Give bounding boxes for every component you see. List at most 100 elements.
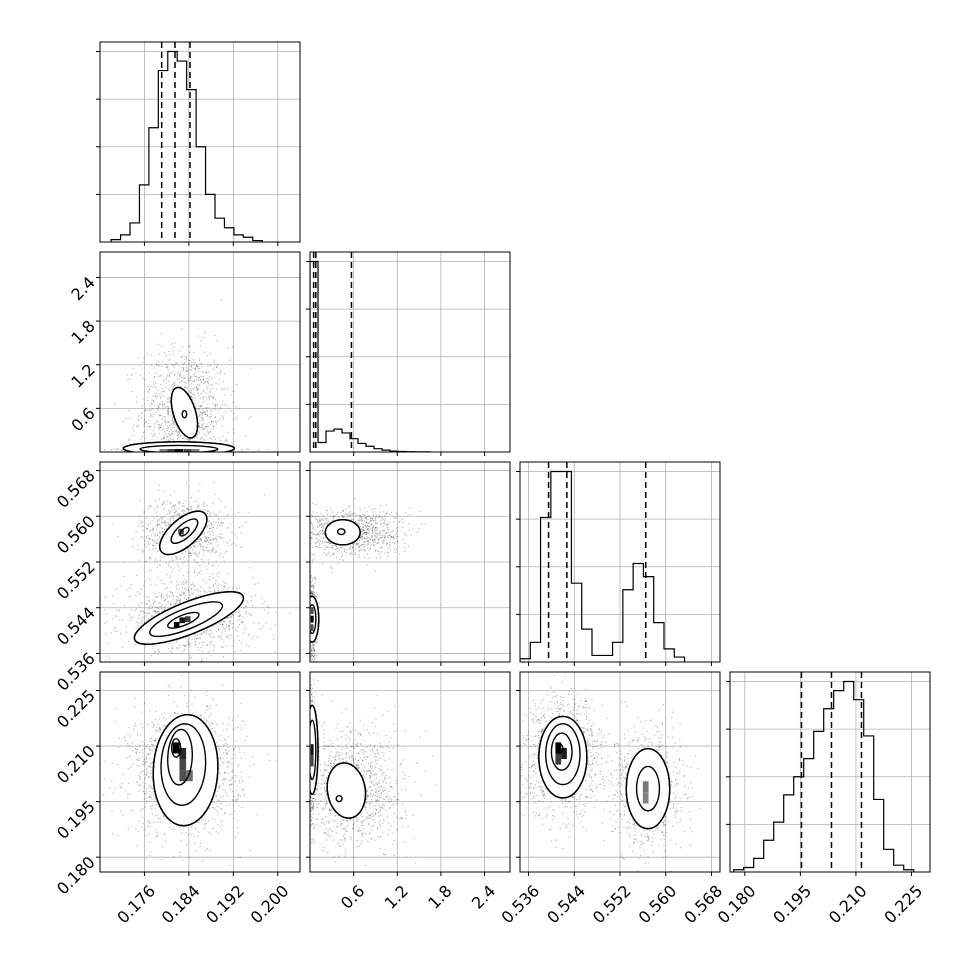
scatter-point: [173, 422, 175, 424]
scatter-point: [158, 607, 160, 610]
scatter-point: [177, 712, 179, 715]
scatter-point: [230, 779, 232, 781]
scatter-point: [178, 430, 181, 433]
scatter-point: [197, 385, 200, 387]
scatter-point: [187, 589, 190, 591]
scatter-point: [149, 483, 150, 484]
scatter-point: [202, 546, 204, 549]
scatter-point: [201, 414, 203, 417]
scatter-point: [143, 798, 146, 800]
scatter-point: [219, 370, 222, 373]
scatter-point: [197, 590, 200, 592]
scatter-point: [179, 373, 181, 376]
scatter-point: [231, 813, 233, 815]
scatter-point: [198, 426, 200, 428]
scatter-point: [179, 373, 182, 375]
scatter-point: [219, 749, 221, 752]
scatter-point: [268, 606, 270, 609]
scatter-point: [217, 800, 220, 802]
scatter-point: [234, 650, 236, 653]
scatter-point: [202, 579, 205, 581]
scatter-point: [206, 690, 208, 692]
scatter-point: [193, 397, 195, 399]
scatter-point: [150, 737, 152, 739]
scatter-point: [203, 630, 205, 632]
scatter-point: [153, 381, 155, 383]
scatter-point: [222, 556, 224, 559]
scatter-point: [161, 463, 162, 464]
scatter-point: [167, 406, 170, 408]
scatter-point: [171, 571, 174, 573]
scatter-point: [157, 360, 160, 363]
contour-inner: [139, 444, 219, 452]
scatter-point: [173, 426, 176, 429]
scatter-point: [125, 418, 127, 420]
scatter-point: [218, 409, 220, 411]
scatter-point: [113, 447, 115, 450]
scatter-point: [250, 599, 252, 602]
scatter-point: [272, 638, 275, 640]
scatter-point: [203, 501, 206, 503]
scatter-point: [164, 588, 166, 590]
scatter-point: [172, 568, 174, 570]
scatter-point: [124, 561, 126, 563]
scatter-point: [146, 453, 147, 454]
scatter-point: [158, 353, 160, 355]
scatter-point: [173, 599, 175, 601]
scatter-point: [136, 396, 138, 398]
scatter-point: [216, 799, 219, 801]
scatter-point: [247, 511, 249, 514]
scatter-point: [223, 394, 226, 396]
scatter-point: [174, 374, 176, 376]
scatter-point: [201, 861, 203, 863]
scatter-point: [180, 567, 182, 569]
scatter-point: [148, 612, 150, 615]
scatter-point: [189, 552, 192, 554]
scatter-point: [238, 779, 241, 782]
scatter-point: [123, 605, 126, 607]
scatter-point: [149, 578, 151, 580]
scatter-point: [156, 596, 158, 598]
scatter-point: [234, 746, 237, 748]
scatter-point: [159, 564, 162, 566]
scatter-point: [145, 788, 147, 790]
scatter-point: [167, 510, 170, 512]
scatter-point: [155, 710, 157, 713]
scatter-point: [142, 790, 144, 792]
scatter-point: [140, 711, 143, 713]
scatter-point: [216, 723, 218, 726]
scatter-point: [243, 721, 245, 723]
scatter-point: [188, 458, 189, 459]
scatter-point: [158, 424, 160, 426]
scatter-point: [212, 698, 214, 700]
scatter-point: [152, 544, 155, 547]
scatter-point: [170, 464, 171, 465]
scatter-point: [230, 616, 232, 618]
scatter-point: [88, 587, 89, 588]
scatter-point: [138, 559, 140, 561]
scatter-point: [196, 540, 198, 543]
scatter-point: [154, 393, 157, 395]
scatter-point: [122, 449, 124, 451]
scatter-point: [139, 611, 141, 614]
scatter-point: [147, 523, 149, 525]
scatter-point: [264, 600, 266, 603]
scatter-point: [199, 572, 201, 574]
scatter-point: [196, 634, 198, 636]
scatter-point: [162, 418, 164, 421]
scatter-point: [159, 415, 161, 417]
scatter-point: [157, 653, 159, 656]
scatter-point: [122, 420, 124, 423]
scatter-point: [128, 587, 130, 589]
scatter-point: [206, 414, 209, 416]
scatter-point: [225, 635, 228, 638]
scatter-point: [152, 399, 154, 402]
scatter-point: [207, 407, 209, 409]
scatter-point: [187, 589, 190, 591]
scatter-point: [187, 643, 190, 645]
scatter-point: [168, 439, 170, 441]
scatter-point: [200, 339, 202, 342]
scatter-point: [269, 759, 271, 762]
scatter-point: [145, 437, 147, 440]
scatter-point: [173, 455, 174, 456]
